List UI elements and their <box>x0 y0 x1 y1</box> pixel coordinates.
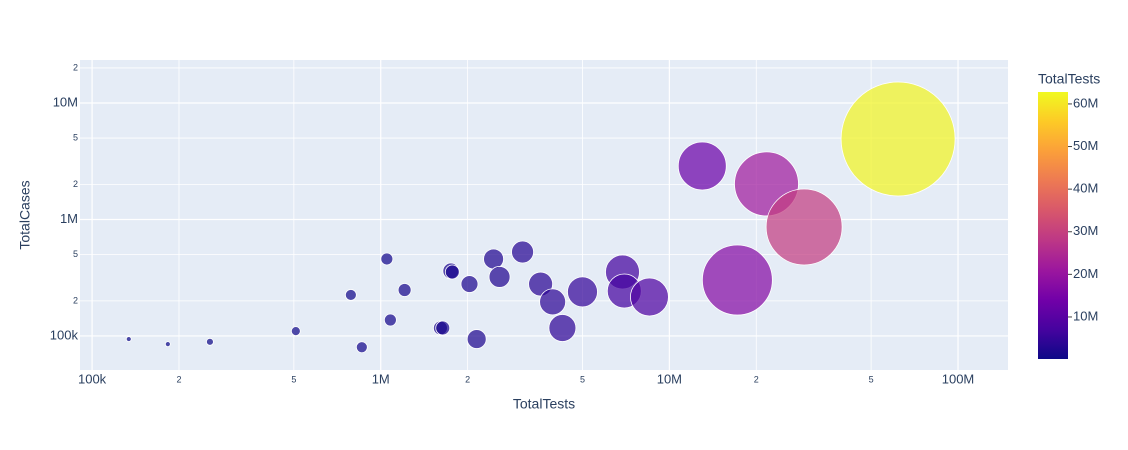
x-tick-label: 1M <box>372 371 390 386</box>
x-tick-label: 2 <box>754 374 759 384</box>
bubble <box>466 329 487 349</box>
colorbar-tick-label: 30M <box>1073 223 1098 238</box>
bubble <box>630 277 669 317</box>
colorbar-tick-label: 40M <box>1073 181 1098 196</box>
bubble <box>290 326 301 337</box>
colorbar <box>1038 92 1068 359</box>
bubble <box>460 275 479 293</box>
bubble <box>344 289 357 301</box>
bubble <box>125 336 132 342</box>
y-tick-label: 5 <box>73 132 78 142</box>
x-tick-label: 5 <box>869 374 874 384</box>
bubble <box>765 188 843 266</box>
bubble <box>701 244 773 316</box>
bubble <box>488 266 511 288</box>
bubble <box>383 313 397 327</box>
y-tick-label: 5 <box>73 249 78 259</box>
x-tick-label: 100M <box>942 371 975 386</box>
colorbar-tick-label: 20M <box>1073 266 1098 281</box>
y-tick-label: 10M <box>53 94 78 109</box>
x-tick-label: 5 <box>580 374 585 384</box>
bubble <box>206 337 214 346</box>
bubble <box>355 341 368 354</box>
bubble <box>435 320 451 336</box>
bubble <box>511 240 534 264</box>
y-tick-label: 2 <box>73 179 78 189</box>
x-tick-label: 2 <box>465 374 470 384</box>
y-tick-label: 1M <box>60 211 78 226</box>
bubble <box>444 264 460 280</box>
y-tick-label: 2 <box>73 62 78 72</box>
x-tick-label: 10M <box>657 371 682 386</box>
colorbar-tick-label: 50M <box>1073 138 1098 153</box>
colorbar-title: TotalTests <box>1038 71 1100 87</box>
bubble <box>840 81 956 197</box>
bubble <box>539 288 567 316</box>
bubble <box>567 276 598 308</box>
x-axis-title: TotalTests <box>513 396 575 412</box>
bubble <box>397 283 412 297</box>
y-axis-title: TotalCases <box>17 180 33 249</box>
colorbar-tick-label: 60M <box>1073 95 1098 110</box>
x-tick-label: 100k <box>78 371 107 386</box>
bubble <box>548 314 577 342</box>
bubble <box>483 248 504 270</box>
bubble <box>164 341 171 348</box>
y-tick-label: 100k <box>50 327 79 342</box>
bubble <box>380 252 394 266</box>
y-tick-label: 2 <box>73 295 78 305</box>
bubble <box>677 141 727 191</box>
x-tick-label: 2 <box>176 374 181 384</box>
x-tick-label: 5 <box>291 374 296 384</box>
colorbar-tick-label: 10M <box>1073 308 1098 323</box>
